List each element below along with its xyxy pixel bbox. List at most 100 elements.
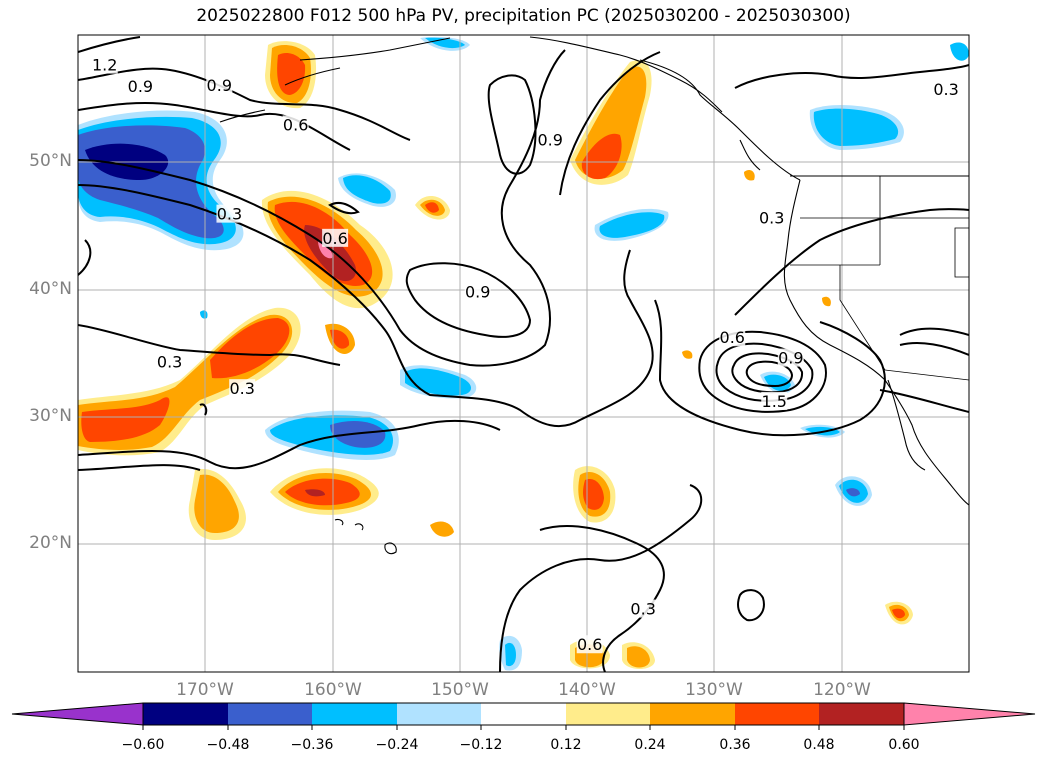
contour-label: 0.9	[538, 131, 563, 150]
colorbar-extend-low	[11, 702, 144, 726]
contour-label-bg	[719, 328, 746, 347]
pv-contour-line	[78, 239, 92, 276]
precip-positive-area	[330, 329, 350, 349]
map-frame	[77, 34, 970, 673]
precip-negative-area	[950, 42, 969, 61]
colorbar-bin	[481, 703, 566, 725]
contour-label: 0.3	[157, 352, 182, 371]
pv-contour-line	[899, 327, 969, 336]
contour-label-bg	[630, 599, 657, 618]
contour-label-bg	[758, 208, 785, 227]
colorbar-tick-label: −0.48	[206, 737, 250, 753]
precip-positive-area	[822, 296, 831, 307]
contour-label-bg	[537, 130, 564, 149]
precip-negative-area	[505, 642, 516, 667]
precip-positive-area	[430, 521, 454, 537]
contour-label: 0.3	[933, 80, 958, 99]
colorbar-tick-label: −0.60	[121, 737, 165, 753]
pv-contour-line	[78, 36, 141, 53]
precip-positive-area	[892, 608, 905, 619]
precip-positive-area	[277, 53, 306, 95]
contour-label-bg	[216, 204, 243, 223]
precip-negative-area	[343, 175, 391, 204]
pv-contour-line	[698, 330, 827, 413]
contour-label-bg	[933, 79, 960, 98]
contour-label-bg	[777, 348, 804, 367]
contour-label-bg	[91, 55, 118, 74]
pv-contour-line	[328, 202, 360, 215]
contour-label-bg	[229, 379, 256, 398]
contour-label-bg	[322, 228, 349, 247]
precip-positive-area	[627, 646, 650, 668]
pv-contour-line	[559, 51, 661, 196]
colorbar	[11, 702, 1036, 730]
colorbar-bin	[650, 703, 735, 725]
contour-label-bg	[464, 282, 491, 301]
pv-contour-line	[734, 208, 969, 316]
pv-contour-line	[745, 360, 794, 388]
contour-label: 0.6	[720, 328, 745, 347]
colorbar-bin	[312, 703, 397, 725]
contour-label: 0.9	[128, 77, 153, 96]
pv-contour-line	[734, 64, 969, 89]
contour-label-bg	[156, 352, 183, 371]
colorbar-tick-label: −0.36	[290, 737, 334, 753]
contour-label: 0.3	[229, 379, 254, 398]
colorbar-tick-label: 0.36	[719, 737, 751, 753]
lon-label: 130°W	[685, 680, 743, 700]
colorbar-tick-label: −0.24	[375, 737, 419, 753]
lon-label: 150°W	[431, 680, 489, 700]
precip-negative-area	[330, 420, 386, 448]
pv-contour-line	[78, 324, 341, 366]
colorbar-bin	[566, 703, 650, 725]
lat-label: 30°N	[29, 406, 72, 426]
contour-label-bg	[127, 77, 154, 96]
colorbar-extend-high	[903, 702, 1036, 726]
pv-contour-line	[539, 524, 665, 672]
precip-positive-area	[583, 479, 604, 510]
pv-contour-line	[78, 419, 501, 470]
lon-label: 140°W	[558, 680, 616, 700]
precip-negative-area	[599, 212, 665, 238]
contour-label: 0.9	[778, 349, 803, 368]
contour-label: 1.5	[762, 392, 787, 411]
colorbar-tick-label: 0.48	[803, 737, 835, 753]
precip-negative-area	[846, 488, 860, 497]
contour-label-bg	[761, 391, 788, 410]
precip-positive-area	[318, 240, 333, 259]
pv-contour-line	[879, 389, 969, 413]
precip-negative-area	[425, 37, 465, 49]
coastlines	[219, 36, 969, 555]
colorbar-tick-label: 0.60	[888, 737, 920, 753]
contour-label: 0.3	[630, 600, 655, 619]
lat-label: 50°N	[29, 151, 72, 171]
lon-label: 120°W	[813, 680, 871, 700]
contour-label: 0.9	[207, 76, 232, 95]
lat-label: 20°N	[29, 533, 72, 553]
precip-negative-area	[764, 374, 791, 391]
pv-contour-line	[405, 262, 532, 338]
precip-shading	[78, 36, 969, 671]
contour-label-bg	[206, 75, 233, 94]
pv-contour-line	[78, 49, 566, 367]
colorbar-bin	[819, 703, 904, 725]
lat-label: 40°N	[29, 279, 72, 299]
contour-label: 0.9	[465, 282, 490, 301]
precip-positive-area	[194, 474, 239, 533]
pv-contour-line	[199, 403, 208, 416]
pv-contour-line	[737, 589, 765, 622]
contour-label-bg	[282, 115, 309, 134]
contour-label: 1.2	[92, 56, 117, 75]
precip-negative-area	[813, 108, 899, 146]
contour-label-bg	[576, 635, 603, 654]
precip-positive-area	[81, 397, 170, 442]
lon-label: 170°W	[176, 680, 234, 700]
colorbar-tick-label: 0.24	[634, 737, 666, 753]
pv-contour-line	[78, 67, 411, 141]
colorbar-bin	[143, 703, 228, 725]
lon-label: 160°W	[304, 680, 362, 700]
colorbar-bin	[735, 703, 819, 725]
contour-label: 0.6	[283, 115, 308, 134]
precip-positive-area	[744, 169, 755, 181]
